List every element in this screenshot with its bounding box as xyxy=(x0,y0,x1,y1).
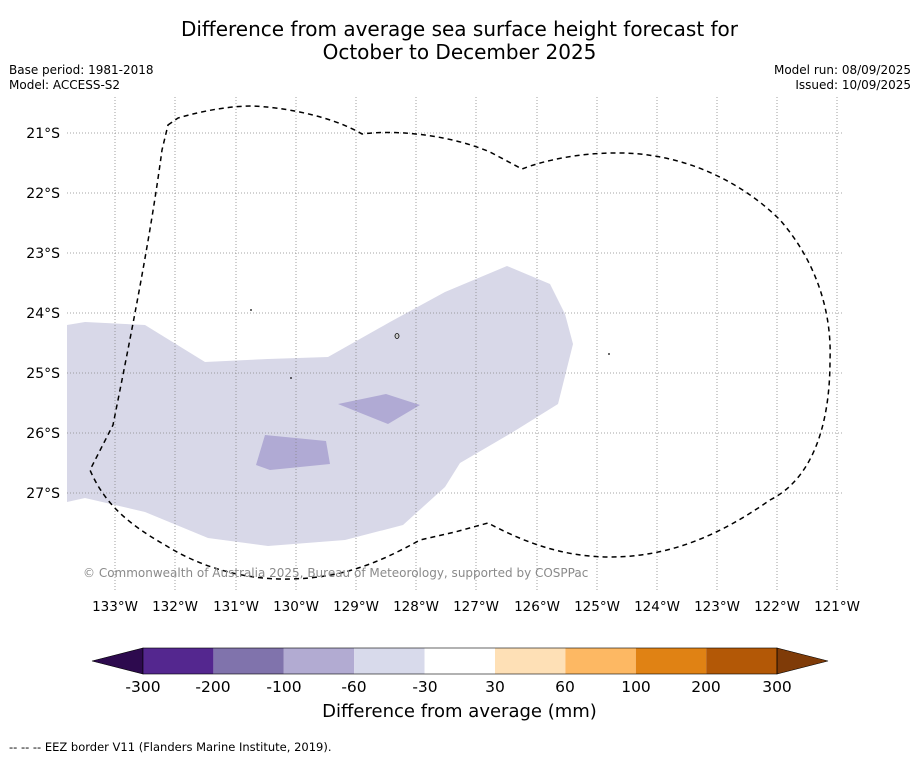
colorbar-bin xyxy=(635,648,707,674)
island-marker xyxy=(394,333,400,339)
colorbar-over-triangle xyxy=(776,647,829,675)
eez-border xyxy=(89,105,831,580)
lon-label: 125°W xyxy=(574,599,620,615)
lon-label: 126°W xyxy=(514,599,560,615)
latitude-labels: 21°S 22°S 23°S 24°S 25°S 26°S 27°S xyxy=(26,126,60,502)
lon-label: 123°W xyxy=(694,599,740,615)
colorbar-tick-label: -60 xyxy=(341,678,366,696)
anomaly-band-60-30 xyxy=(67,266,573,546)
base-period-label: Base period: 1981-2018 xyxy=(9,63,154,77)
colorbar-bin xyxy=(354,648,425,674)
colorbar-tick-label: -30 xyxy=(412,678,437,696)
colorbar-bin xyxy=(283,648,355,674)
eez-legend-footnote: -- -- -- EEZ border V11 (Flanders Marine… xyxy=(9,740,332,754)
anomaly-patch-100-60-b xyxy=(338,394,420,424)
longitude-labels: 133°W 132°W 131°W 130°W 129°W 128°W 127°… xyxy=(92,599,860,615)
lon-label: 131°W xyxy=(213,599,259,615)
lon-label: 122°W xyxy=(754,599,800,615)
lat-label: 25°S xyxy=(26,366,60,382)
anomaly-patch-100-60-a xyxy=(256,435,330,470)
colorbar-bin xyxy=(424,648,495,674)
lon-label: 132°W xyxy=(152,599,198,615)
lon-label: 133°W xyxy=(92,599,138,615)
lat-label: 26°S xyxy=(26,426,60,442)
colorbar-tick-label: -300 xyxy=(125,678,160,696)
lon-label: 128°W xyxy=(393,599,439,615)
colorbar-bin xyxy=(495,648,566,674)
meta-left: Base period: 1981-2018 Model: ACCESS-S2 xyxy=(9,63,154,93)
title-line-1: Difference from average sea surface heig… xyxy=(180,17,739,41)
lat-label: 24°S xyxy=(26,306,60,322)
issued-label: Issued: 10/09/2025 xyxy=(795,78,911,92)
colorbar-frame xyxy=(142,647,778,675)
island-marker xyxy=(608,353,610,355)
colorbar-bin xyxy=(143,648,214,674)
map-title: Difference from average sea surface heig… xyxy=(0,18,919,64)
lon-label: 121°W xyxy=(814,599,860,615)
lat-label: 27°S xyxy=(26,486,60,502)
colorbar-tick-label: 30 xyxy=(485,678,505,696)
colorbar-tick-label: 100 xyxy=(621,678,651,696)
colorbar-tick-label: 60 xyxy=(555,678,575,696)
lon-label: 127°W xyxy=(453,599,499,615)
colorbar-bin xyxy=(565,648,636,674)
lat-label: 22°S xyxy=(26,186,60,202)
colorbar-under-triangle xyxy=(91,647,144,675)
colorbar xyxy=(91,647,829,675)
model-label: Model: ACCESS-S2 xyxy=(9,78,121,92)
title-line-2: October to December 2025 xyxy=(322,40,597,64)
colorbar-tick-label: -200 xyxy=(195,678,230,696)
lat-label: 21°S xyxy=(26,126,60,142)
lon-label: 129°W xyxy=(333,599,379,615)
colorbar-tick-label: 200 xyxy=(691,678,721,696)
colorbar-tick-label: -100 xyxy=(266,678,301,696)
island-marker xyxy=(290,377,292,379)
model-run-label: Model run: 08/09/2025 xyxy=(773,63,911,77)
colorbar-ticks: -300 -200 -100 -60 -30 30 60 100 200 300 xyxy=(125,678,791,696)
lat-label: 23°S xyxy=(26,246,60,262)
colorbar-bin xyxy=(706,648,777,674)
meta-right: Model run: 08/09/2025 Issued: 10/09/2025 xyxy=(774,63,911,93)
colorbar-bin xyxy=(213,648,284,674)
colorbar-label: Difference from average (mm) xyxy=(322,701,597,722)
lon-label: 130°W xyxy=(273,599,319,615)
copyright-notice: © Commonwealth of Australia 2025, Bureau… xyxy=(83,566,588,580)
island-marker xyxy=(250,309,252,311)
lon-label: 124°W xyxy=(634,599,680,615)
colorbar-tick-label: 300 xyxy=(762,678,792,696)
graticule xyxy=(67,97,843,590)
